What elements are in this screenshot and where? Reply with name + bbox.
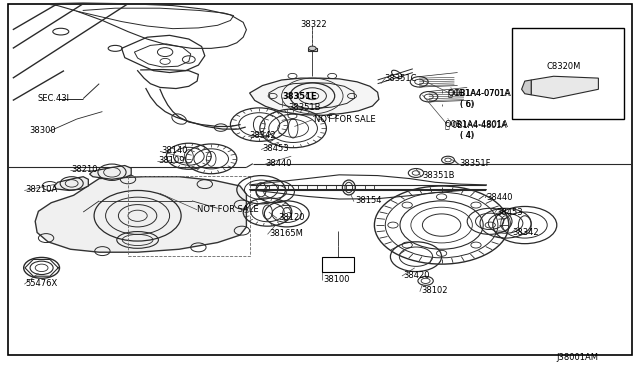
Text: 38351B: 38351B	[422, 171, 455, 180]
Text: 38165M: 38165M	[269, 229, 303, 238]
Text: 38453: 38453	[496, 208, 523, 217]
Text: 38351B: 38351B	[288, 103, 321, 112]
Text: Ò0B1A4-0701A: Ò0B1A4-0701A	[448, 89, 512, 97]
Text: Ò0B1A4-4801A: Ò0B1A4-4801A	[445, 120, 509, 129]
Polygon shape	[522, 80, 531, 95]
Text: 38351E: 38351E	[283, 92, 317, 101]
Text: 38322: 38322	[300, 20, 327, 29]
Text: C8320M: C8320M	[546, 62, 580, 71]
Text: ( 4): ( 4)	[460, 131, 474, 140]
Text: Ⓑ 0B1A4-0701A: Ⓑ 0B1A4-0701A	[448, 89, 509, 97]
Text: 38342: 38342	[512, 228, 539, 237]
Text: 38154: 38154	[355, 196, 381, 205]
Text: 38120: 38120	[278, 213, 305, 222]
Text: 38300: 38300	[29, 126, 56, 135]
Text: ( 6): ( 6)	[460, 100, 473, 109]
Text: 38140: 38140	[161, 146, 188, 155]
Text: 55476X: 55476X	[26, 279, 58, 288]
Text: ( 4): ( 4)	[460, 131, 473, 140]
Text: J38001AM: J38001AM	[557, 353, 599, 362]
Text: NOT FOR SALE: NOT FOR SALE	[314, 115, 375, 124]
Text: 38210A: 38210A	[26, 185, 58, 194]
Text: 38440: 38440	[266, 159, 292, 168]
Text: 38100: 38100	[323, 275, 349, 284]
Text: 38102: 38102	[421, 286, 447, 295]
Text: 38109: 38109	[159, 156, 185, 165]
Text: 38351F: 38351F	[460, 159, 491, 168]
Text: 38351C: 38351C	[384, 74, 417, 83]
Text: 38420: 38420	[403, 271, 429, 280]
Text: 38453: 38453	[262, 144, 289, 153]
Text: Ⓑ 0B1A4-4801A: Ⓑ 0B1A4-4801A	[445, 120, 506, 129]
Polygon shape	[90, 166, 131, 179]
Polygon shape	[54, 177, 88, 190]
Bar	[512, 28, 624, 119]
Text: 38440: 38440	[486, 193, 513, 202]
Polygon shape	[35, 177, 246, 252]
Text: ( 6): ( 6)	[460, 100, 474, 109]
Polygon shape	[250, 78, 379, 115]
Text: 38210: 38210	[72, 165, 98, 174]
Text: NOT FOR SALE: NOT FOR SALE	[197, 205, 259, 214]
Circle shape	[308, 46, 316, 51]
Bar	[308, 48, 317, 51]
Polygon shape	[531, 76, 598, 99]
Text: 38342: 38342	[250, 131, 276, 140]
Bar	[322, 257, 354, 272]
Text: SEC.43l: SEC.43l	[37, 94, 69, 103]
